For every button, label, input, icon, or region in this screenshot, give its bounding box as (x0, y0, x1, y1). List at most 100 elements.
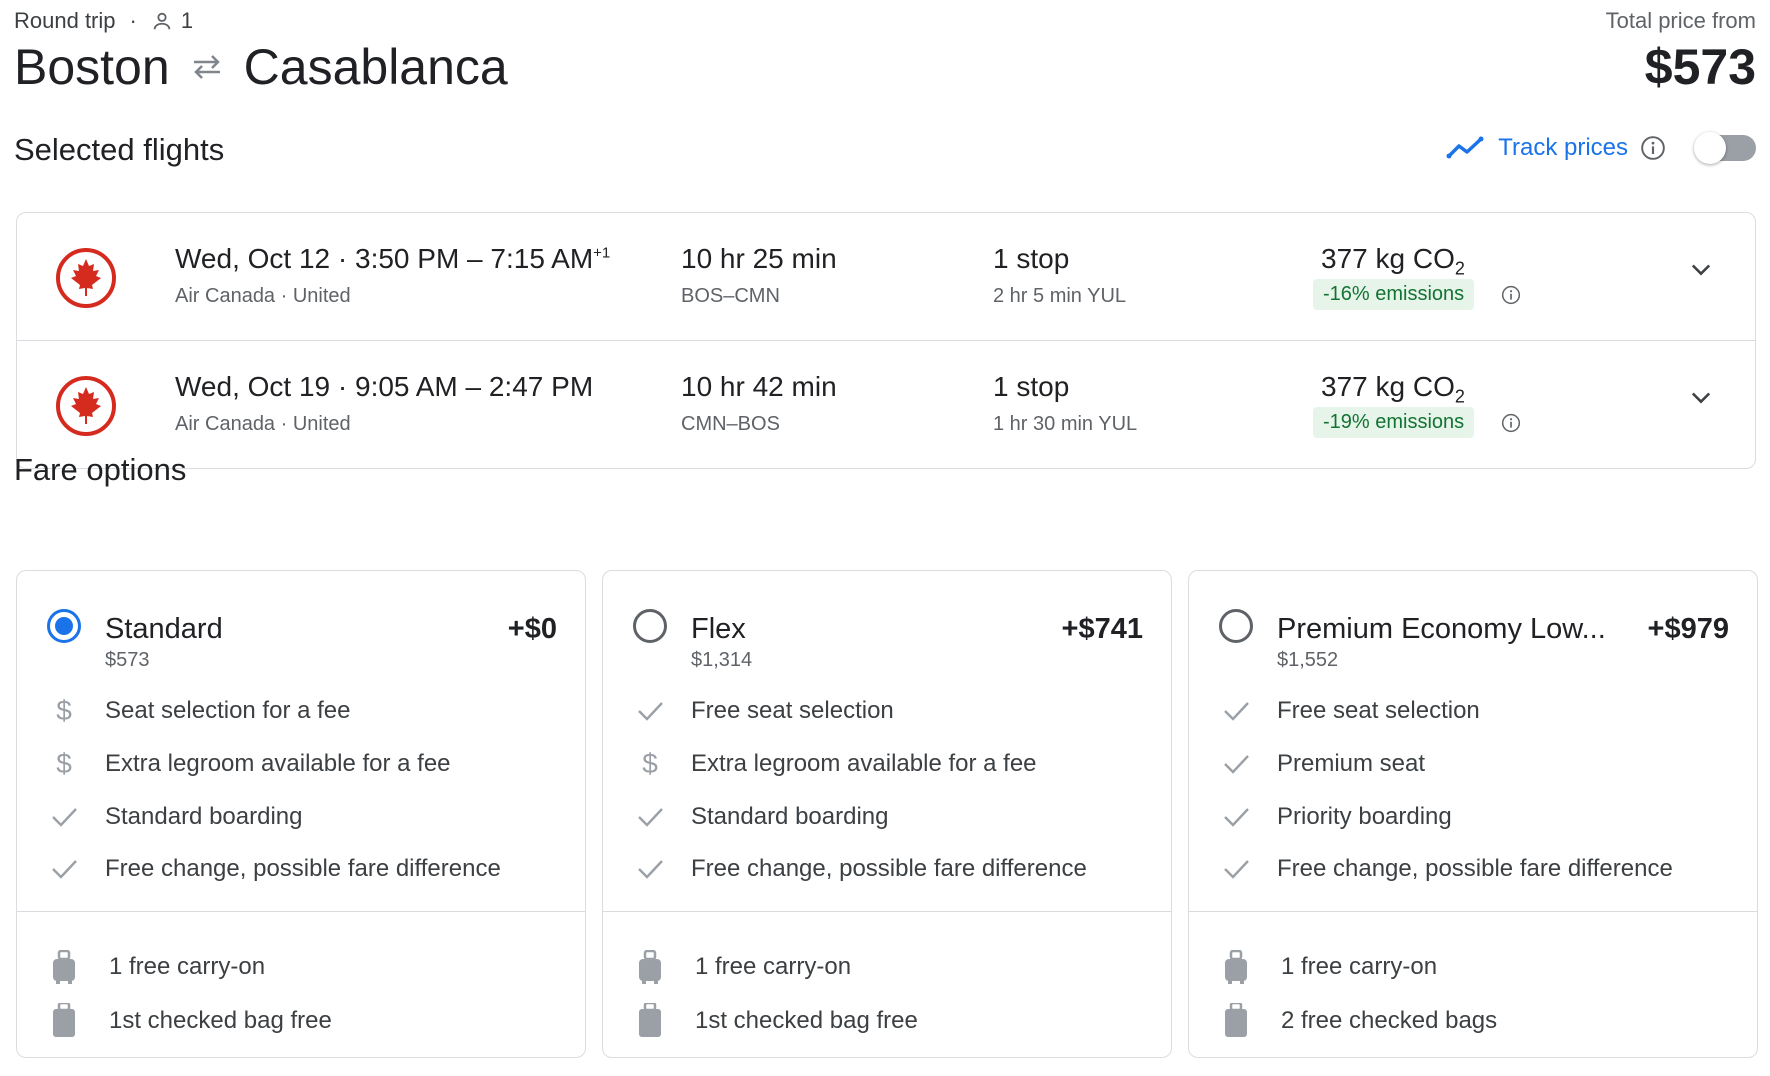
trend-icon (1446, 135, 1486, 161)
fare-feature: Standard boarding (45, 797, 575, 837)
fare-feature-text: Free seat selection (1277, 697, 1480, 724)
checked-bag-icon (631, 1003, 669, 1039)
svg-text:$: $ (56, 696, 72, 726)
flight-stops: 1 stop (993, 243, 1070, 274)
origin-city: Boston (14, 39, 170, 95)
fare-feature-text: Extra legroom available for a fee (105, 750, 451, 777)
baggage-text: 1 free carry-on (109, 953, 266, 980)
svg-text:$: $ (642, 749, 658, 779)
fare-feature: $ Extra legroom available for a fee (631, 744, 1161, 784)
info-icon[interactable] (1640, 135, 1666, 161)
carry-on-icon (1217, 949, 1255, 985)
fare-feature: Free change, possible fare difference (631, 849, 1161, 889)
co2-subscript: 2 (1454, 386, 1465, 407)
flight-row-return[interactable]: Wed, Oct 19 · 9:05 AM – 2:47 PM Air Cana… (17, 340, 1755, 467)
flight-duration: 10 hr 25 min (681, 243, 837, 274)
fare-price-difference: +$979 (1647, 613, 1729, 645)
check-icon (1217, 799, 1255, 835)
flight-stops: 1 stop (993, 371, 1070, 402)
track-prices-toggle[interactable] (1694, 132, 1756, 164)
separator-dot: · (337, 243, 355, 274)
separator-dot: · (337, 371, 355, 402)
airline-names: Air Canada · United (175, 413, 351, 435)
fare-total-price: $573 (105, 649, 150, 671)
baggage-item: 1st checked bag free (631, 1001, 1161, 1041)
track-prices-label[interactable]: Track prices (1498, 134, 1628, 161)
trip-header: Round trip · 1 Boston Casablanca Total p… (14, 0, 1756, 110)
selected-flights-card: Wed, Oct 12 · 3:50 PM – 7:15 AM+1 Air Ca… (16, 212, 1756, 469)
fare-feature-text: Free seat selection (691, 697, 894, 724)
flight-row-outbound[interactable]: Wed, Oct 12 · 3:50 PM – 7:15 AM+1 Air Ca… (17, 213, 1755, 340)
fare-price-difference: +$0 (507, 613, 557, 645)
fare-feature-text: Standard boarding (691, 803, 889, 830)
trip-type[interactable]: Round trip (14, 8, 116, 33)
info-icon[interactable] (1501, 285, 1521, 310)
flight-duration: 10 hr 42 min (681, 371, 837, 402)
swap-arrows-icon (190, 52, 224, 82)
air-canada-logo-icon (55, 247, 117, 309)
check-icon (631, 851, 669, 887)
track-prices[interactable]: Track prices (1446, 132, 1756, 164)
fare-feature-text: Premium seat (1277, 750, 1426, 777)
co2-value: 377 kg CO (1321, 243, 1455, 274)
flight-schedule: Wed, Oct 19 · 9:05 AM – 2:47 PM (175, 371, 593, 403)
baggage-text: 1st checked bag free (695, 1007, 918, 1034)
fare-name: Premium Economy Low... (1277, 613, 1606, 645)
fare-card[interactable]: Flex $1,314 +$741 Free seat selection $ Extra… (602, 570, 1172, 1058)
flight-route: CMN–BOS (681, 413, 780, 435)
passenger-count[interactable]: 1 (180, 8, 194, 33)
fare-feature: Standard boarding (631, 797, 1161, 837)
air-canada-logo-icon (55, 375, 117, 437)
check-icon (1217, 693, 1255, 729)
fare-feature: Priority boarding (1217, 797, 1747, 837)
fare-feature: Free seat selection (631, 691, 1161, 731)
flight-route: BOS–CMN (681, 285, 780, 307)
fare-divider (17, 911, 585, 912)
person-icon[interactable] (151, 10, 173, 32)
fare-feature-text: Free change, possible fare difference (105, 855, 501, 882)
fare-feature-text: Free change, possible fare difference (691, 855, 1087, 882)
fare-radio-button[interactable] (1219, 609, 1253, 643)
baggage-text: 2 free checked bags (1281, 1007, 1498, 1034)
dollar-icon: $ (45, 693, 83, 729)
co2-subscript: 2 (1454, 258, 1465, 279)
carry-on-icon (631, 949, 669, 985)
price-label: Total price from (1605, 8, 1756, 33)
fare-divider (1189, 911, 1757, 912)
flight-schedule: Wed, Oct 12 · 3:50 PM – 7:15 AM+1 (175, 243, 610, 275)
co2-amount: 377 kg CO2 (1321, 371, 1465, 408)
flight-times: 9:05 AM – 2:47 PM (355, 371, 594, 402)
fare-feature-text: Extra legroom available for a fee (691, 750, 1037, 777)
dollar-icon: $ (631, 746, 669, 782)
chevron-down-icon[interactable] (1687, 255, 1715, 288)
baggage-item: 1 free carry-on (45, 947, 575, 987)
trip-meta: Round trip · 1 (14, 8, 193, 34)
fare-name: Flex (691, 613, 746, 645)
check-icon (631, 693, 669, 729)
fare-name: Standard (105, 613, 223, 645)
svg-text:$: $ (56, 749, 72, 779)
destination-city: Casablanca (243, 39, 508, 95)
co2-value: 377 kg CO (1321, 371, 1455, 402)
fare-feature: Free change, possible fare difference (45, 849, 575, 889)
route-title: Boston Casablanca (14, 38, 508, 96)
fare-feature-text: Free change, possible fare difference (1277, 855, 1673, 882)
selected-flights-title: Selected flights (14, 132, 225, 167)
checked-bag-icon (1217, 1003, 1255, 1039)
emissions-badge: -19% emissions (1313, 407, 1475, 438)
fare-radio-button[interactable] (47, 609, 81, 643)
flight-date: Wed, Oct 12 (175, 243, 331, 274)
fare-radio-button[interactable] (633, 609, 667, 643)
baggage-item: 1st checked bag free (45, 1001, 575, 1041)
fare-feature-text: Seat selection for a fee (105, 697, 351, 724)
baggage-text: 1st checked bag free (109, 1007, 332, 1034)
fare-total-price: $1,552 (1277, 649, 1339, 671)
fare-card[interactable]: Premium Economy Low... $1,552 +$979 Free se… (1188, 570, 1758, 1058)
fare-feature-text: Standard boarding (105, 803, 303, 830)
check-icon (631, 799, 669, 835)
layover-detail: 1 hr 30 min YUL (993, 413, 1138, 435)
chevron-down-icon[interactable] (1687, 383, 1715, 416)
fare-card[interactable]: Standard $573 +$0 $ Seat selection for a fee… (16, 570, 586, 1058)
info-icon[interactable] (1501, 413, 1521, 438)
fare-total-price: $1,314 (691, 649, 753, 671)
